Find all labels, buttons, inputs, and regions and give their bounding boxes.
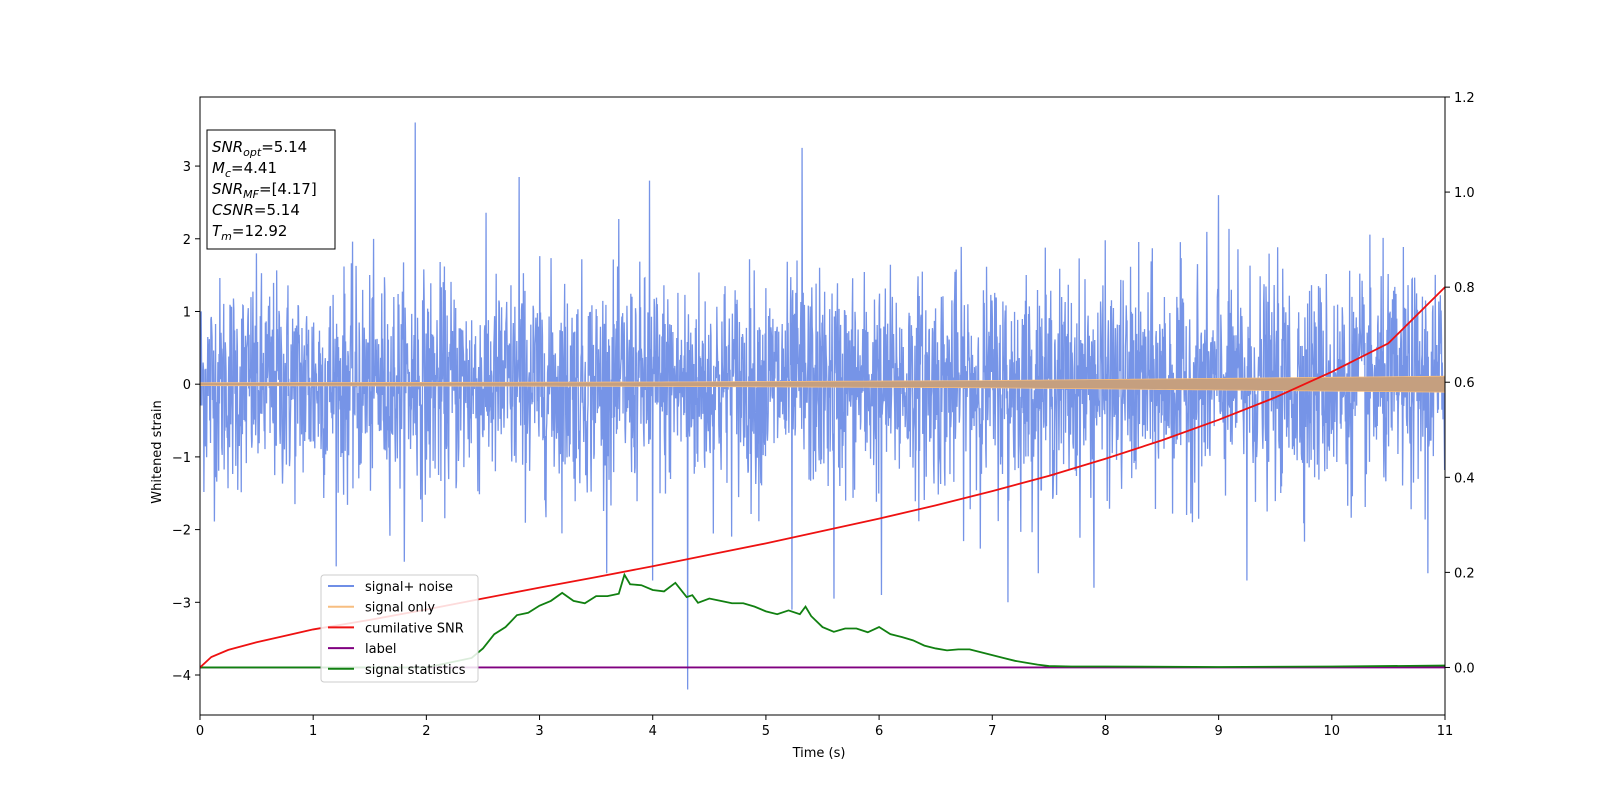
series-signal-statistics bbox=[200, 572, 1445, 669]
legend-label: signal only bbox=[365, 601, 435, 616]
x-tick-label: 3 bbox=[535, 724, 543, 739]
axes-frame bbox=[199, 96, 1446, 716]
series-cumulative-snr bbox=[200, 286, 1445, 669]
y2-tick-label: 0.0 bbox=[1454, 661, 1475, 676]
x-tick-label: 9 bbox=[1214, 724, 1222, 739]
x-tick-label: 2 bbox=[422, 724, 430, 739]
legend-label: signal statistics bbox=[365, 663, 466, 678]
x-axis-label: Time (s) bbox=[792, 746, 846, 761]
y-tick-label: −2 bbox=[172, 524, 191, 539]
stats-line: Tm=12.92 bbox=[212, 222, 287, 243]
legend-label: cumilative SNR bbox=[365, 621, 464, 636]
series-signal-only bbox=[200, 375, 1445, 393]
legend-label: label bbox=[365, 642, 396, 657]
x-tick-label: 10 bbox=[1324, 724, 1341, 739]
y-tick-label: 3 bbox=[183, 160, 191, 175]
y2-tick-label: 0.8 bbox=[1454, 281, 1475, 296]
y-tick-label: −3 bbox=[172, 596, 191, 611]
y2-tick-label: 0.4 bbox=[1454, 471, 1475, 486]
y-axis-label: Whitened strain bbox=[150, 400, 165, 503]
x-tick-label: 11 bbox=[1437, 724, 1454, 739]
legend-frame bbox=[320, 574, 479, 683]
x-tick-label: 0 bbox=[196, 724, 204, 739]
y-tick-label: 1 bbox=[183, 305, 191, 320]
x-tick-label: 7 bbox=[988, 724, 996, 739]
y-tick-label: 2 bbox=[183, 233, 191, 248]
y-tick-label: −4 bbox=[172, 669, 191, 684]
y-tick-label: 0 bbox=[183, 378, 191, 393]
y2-tick-label: 0.6 bbox=[1454, 376, 1475, 391]
series-signal-noise bbox=[200, 122, 1445, 690]
x-tick-label: 5 bbox=[762, 724, 770, 739]
y2-tick-label: 1.2 bbox=[1454, 91, 1475, 106]
legend: signal+ noise signal only cumilative SNR la… bbox=[320, 574, 479, 683]
x-tick-label: 1 bbox=[309, 724, 317, 739]
y2-tick-label: 1.0 bbox=[1454, 186, 1475, 201]
axes: 0 1 2 3 4 5 6 7 8 9 10 113210−1−2−3−40.00.20.40.60.… bbox=[172, 91, 1475, 739]
legend-label: signal+ noise bbox=[365, 580, 453, 595]
stats-line: SNRopt=5.14 bbox=[212, 138, 307, 159]
y-tick-label: −1 bbox=[172, 451, 191, 466]
stats-line: Mc=4.41 bbox=[212, 159, 277, 180]
stats-line: CSNR=5.14 bbox=[212, 201, 300, 219]
x-tick-label: 6 bbox=[875, 724, 883, 739]
stats-box-frame bbox=[206, 129, 336, 250]
stats-line: SNRMF=[4.17] bbox=[212, 180, 317, 201]
x-tick-label: 4 bbox=[649, 724, 657, 739]
x-tick-label: 8 bbox=[1101, 724, 1109, 739]
y2-tick-label: 0.2 bbox=[1454, 566, 1475, 581]
plot-area bbox=[200, 122, 1445, 690]
